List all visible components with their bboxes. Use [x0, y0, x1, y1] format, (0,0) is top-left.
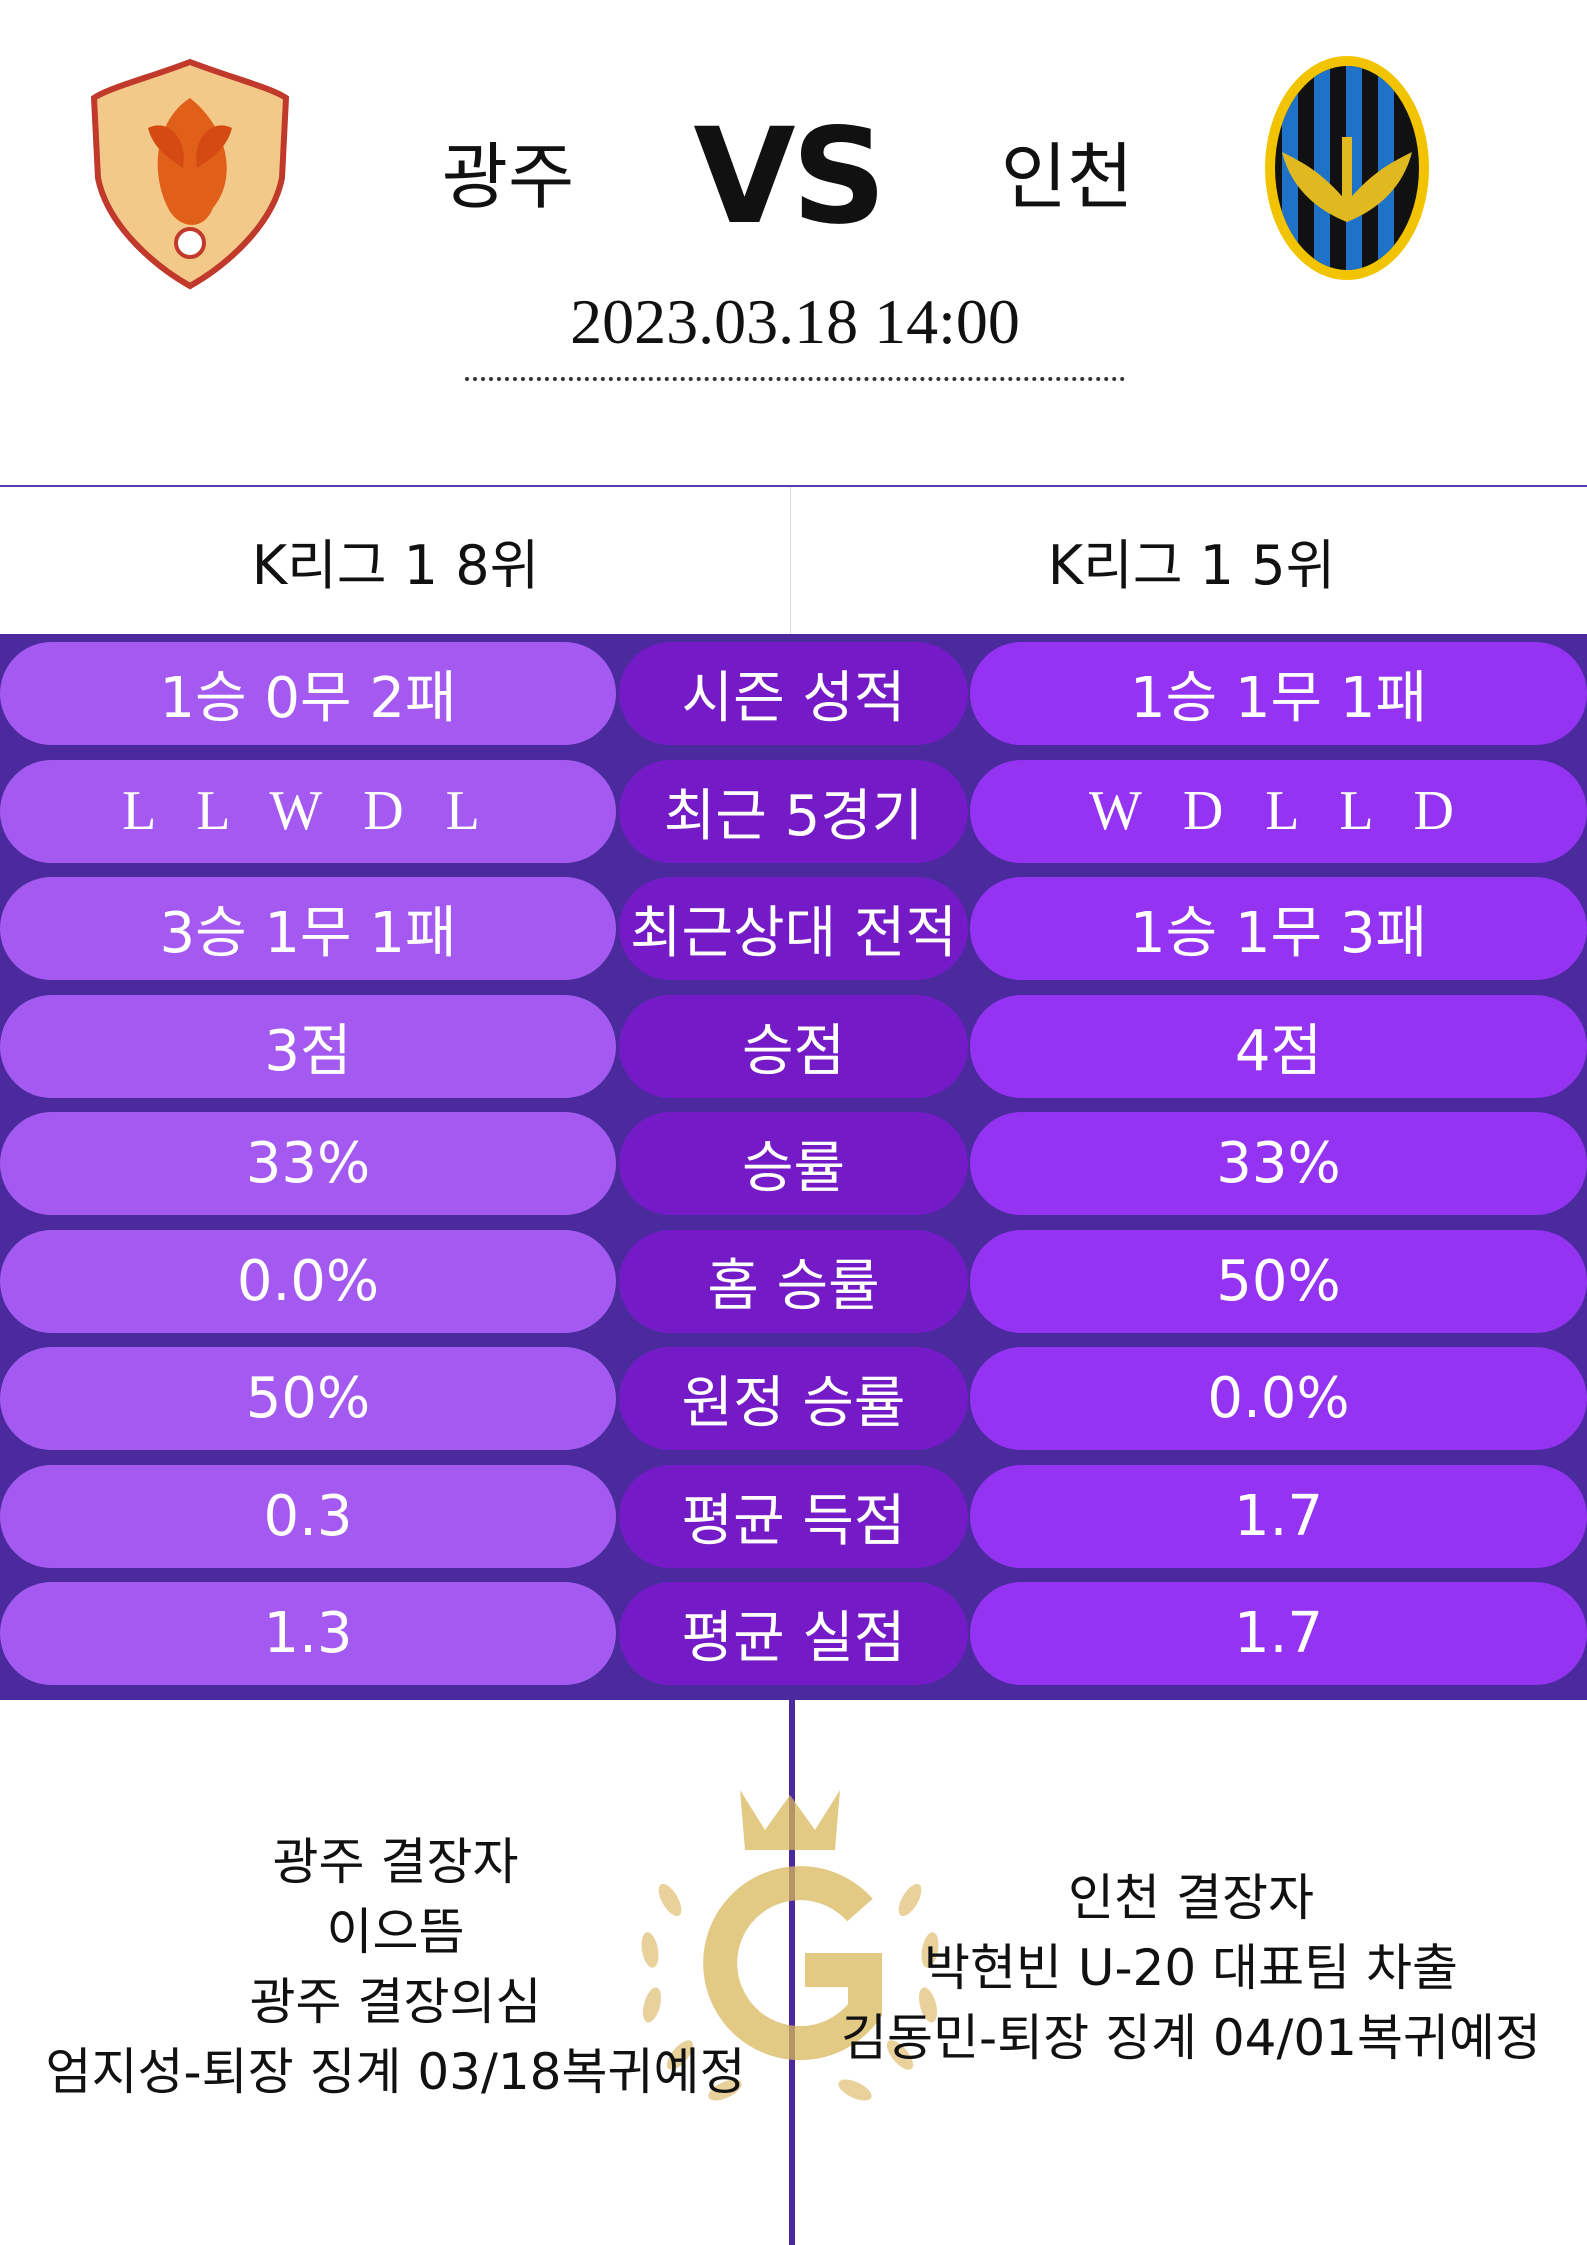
away-stat: 4점 — [970, 994, 1587, 1098]
home-absentee-card — [0, 1700, 791, 2245]
home-team: 광주 — [441, 135, 575, 219]
match-datetime: 2023.03.18 14:00 — [570, 286, 1020, 357]
stat-label: 승률 — [619, 1112, 968, 1215]
dotted-line — [465, 377, 1125, 381]
away-stat: 0.0% — [970, 1347, 1587, 1450]
absentee-line: 광주 결장의심 — [249, 1973, 542, 2031]
home-stat: 1승 0무 2패 — [0, 642, 616, 745]
stat-label: 원정 승률 — [619, 1347, 968, 1450]
absentee-line: 인천 결장자 — [1068, 1869, 1314, 1927]
home-rank: K리그 1 8위 — [251, 534, 540, 597]
home-stat: 1.3 — [0, 1582, 616, 1685]
absentee-line: 광주 결장자 — [272, 1833, 519, 1891]
stat-label: 평균 득점 — [619, 1464, 968, 1568]
stat-label: 최근상대 전적 — [619, 877, 968, 980]
away-stat: 1승 1무 1패 — [970, 642, 1587, 745]
stat-label: 홈 승률 — [619, 1229, 968, 1333]
stat-label: 평균 실점 — [619, 1582, 968, 1685]
divider — [790, 487, 791, 634]
away-stat: 1.7 — [970, 1582, 1587, 1685]
home-stat: L L W D L — [0, 759, 616, 863]
away-stat: 50% — [970, 1229, 1587, 1333]
stat-label: 시즌 성적 — [619, 642, 968, 745]
vs: VS — [693, 100, 886, 254]
home-stat: 3점 — [0, 994, 616, 1098]
away-stat: 1승 1무 3패 — [970, 877, 1587, 980]
away-rank: K리그 1 5위 — [1047, 534, 1336, 597]
home-stat: 3승 1무 1패 — [0, 877, 616, 980]
home-stat: 50% — [0, 1347, 616, 1450]
away-stat: W D L L D — [970, 759, 1587, 863]
away-stat: 33% — [970, 1112, 1587, 1215]
away-team: 인천 — [1000, 135, 1134, 219]
home-stat: 0.3 — [0, 1464, 616, 1568]
card-gap — [789, 1700, 795, 2245]
watermark — [641, 1790, 939, 2101]
away-logo — [1265, 56, 1429, 280]
absentee-line: 김동민-퇴장 징계 04/01복귀예정 — [841, 2009, 1541, 2067]
home-stat: 0.0% — [0, 1229, 616, 1333]
absentee-line: 엄지성-퇴장 징계 03/18복귀예정 — [45, 2043, 746, 2101]
stat-label: 최근 5경기 — [619, 759, 968, 863]
stats-panel: 1승 0무 2패 시즌 성적 1승 1무 1패 L L W D L 최근 5경기 W D … — [0, 634, 1587, 1700]
absentee-line: 이으뜸 — [326, 1903, 465, 1961]
separator — [0, 485, 1587, 487]
home-logo — [90, 58, 290, 290]
away-absentee-card — [795, 1700, 1587, 2245]
absentee-line: 박현빈 U-20 대표팀 차출 — [924, 1939, 1458, 1997]
stat-label: 승점 — [619, 994, 968, 1098]
away-stat: 1.7 — [970, 1464, 1587, 1568]
home-stat: 33% — [0, 1112, 616, 1215]
